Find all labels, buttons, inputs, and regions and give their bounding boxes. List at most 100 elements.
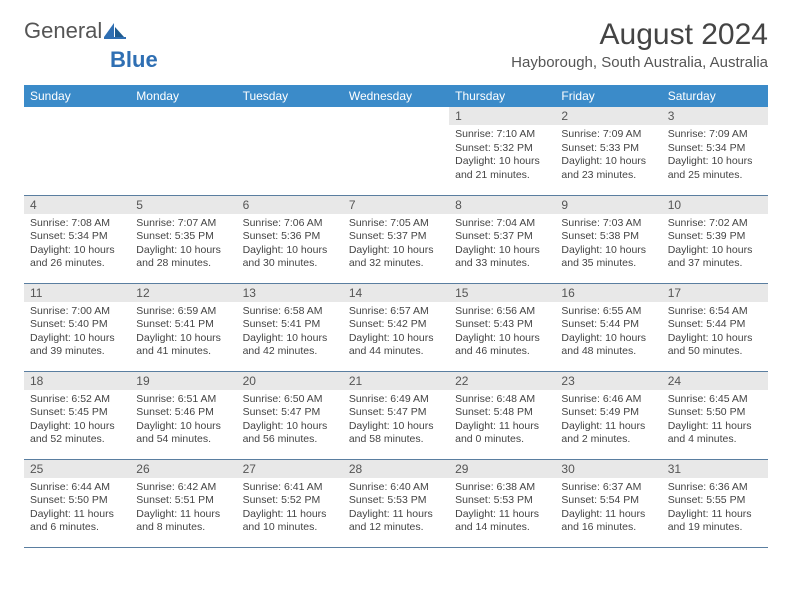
calendar-cell: 30Sunrise: 6:37 AMSunset: 5:54 PMDayligh… [555, 459, 661, 547]
day-number: 15 [449, 284, 555, 302]
day-number: 7 [343, 196, 449, 214]
day-data: Sunrise: 6:44 AMSunset: 5:50 PMDaylight:… [24, 478, 130, 539]
month-title: August 2024 [511, 18, 768, 52]
weekday-header: Saturday [662, 85, 768, 107]
day-data: Sunrise: 6:50 AMSunset: 5:47 PMDaylight:… [237, 390, 343, 451]
calendar-cell: 20Sunrise: 6:50 AMSunset: 5:47 PMDayligh… [237, 371, 343, 459]
day-number: 29 [449, 460, 555, 478]
calendar-cell: 7Sunrise: 7:05 AMSunset: 5:37 PMDaylight… [343, 195, 449, 283]
weekday-header: Monday [130, 85, 236, 107]
day-data: Sunrise: 6:38 AMSunset: 5:53 PMDaylight:… [449, 478, 555, 539]
brand-part1: General [24, 18, 102, 44]
day-number: 9 [555, 196, 661, 214]
day-number: 24 [662, 372, 768, 390]
calendar-cell: 24Sunrise: 6:45 AMSunset: 5:50 PMDayligh… [662, 371, 768, 459]
calendar-cell: 13Sunrise: 6:58 AMSunset: 5:41 PMDayligh… [237, 283, 343, 371]
location-subtitle: Hayborough, South Australia, Australia [511, 54, 768, 71]
day-data: Sunrise: 7:04 AMSunset: 5:37 PMDaylight:… [449, 214, 555, 275]
brand-sail-icon [104, 23, 126, 39]
calendar-cell: 25Sunrise: 6:44 AMSunset: 5:50 PMDayligh… [24, 459, 130, 547]
day-data: Sunrise: 6:37 AMSunset: 5:54 PMDaylight:… [555, 478, 661, 539]
calendar-cell: 5Sunrise: 7:07 AMSunset: 5:35 PMDaylight… [130, 195, 236, 283]
calendar-cell: 22Sunrise: 6:48 AMSunset: 5:48 PMDayligh… [449, 371, 555, 459]
weekday-header: Sunday [24, 85, 130, 107]
calendar-cell: 18Sunrise: 6:52 AMSunset: 5:45 PMDayligh… [24, 371, 130, 459]
day-number: 25 [24, 460, 130, 478]
calendar-cell: 23Sunrise: 6:46 AMSunset: 5:49 PMDayligh… [555, 371, 661, 459]
day-data: Sunrise: 6:41 AMSunset: 5:52 PMDaylight:… [237, 478, 343, 539]
day-number: 26 [130, 460, 236, 478]
day-data: Sunrise: 7:09 AMSunset: 5:33 PMDaylight:… [555, 125, 661, 186]
day-data: Sunrise: 7:10 AMSunset: 5:32 PMDaylight:… [449, 125, 555, 186]
calendar-cell: 15Sunrise: 6:56 AMSunset: 5:43 PMDayligh… [449, 283, 555, 371]
day-data: Sunrise: 7:06 AMSunset: 5:36 PMDaylight:… [237, 214, 343, 275]
day-data: Sunrise: 6:52 AMSunset: 5:45 PMDaylight:… [24, 390, 130, 451]
calendar-cell: 12Sunrise: 6:59 AMSunset: 5:41 PMDayligh… [130, 283, 236, 371]
day-number: 27 [237, 460, 343, 478]
day-number: 4 [24, 196, 130, 214]
day-number: 18 [24, 372, 130, 390]
day-data: Sunrise: 7:09 AMSunset: 5:34 PMDaylight:… [662, 125, 768, 186]
brand-part2: Blue [110, 47, 158, 72]
calendar-cell: 10Sunrise: 7:02 AMSunset: 5:39 PMDayligh… [662, 195, 768, 283]
day-number: 19 [130, 372, 236, 390]
day-data: Sunrise: 7:02 AMSunset: 5:39 PMDaylight:… [662, 214, 768, 275]
weekday-header: Tuesday [237, 85, 343, 107]
calendar-row: 18Sunrise: 6:52 AMSunset: 5:45 PMDayligh… [24, 371, 768, 459]
calendar-row: 11Sunrise: 7:00 AMSunset: 5:40 PMDayligh… [24, 283, 768, 371]
calendar-cell: 26Sunrise: 6:42 AMSunset: 5:51 PMDayligh… [130, 459, 236, 547]
calendar-cell: 19Sunrise: 6:51 AMSunset: 5:46 PMDayligh… [130, 371, 236, 459]
day-number: 16 [555, 284, 661, 302]
day-number: 10 [662, 196, 768, 214]
calendar-cell: 27Sunrise: 6:41 AMSunset: 5:52 PMDayligh… [237, 459, 343, 547]
day-number: 28 [343, 460, 449, 478]
day-data: Sunrise: 6:51 AMSunset: 5:46 PMDaylight:… [130, 390, 236, 451]
calendar-cell: 16Sunrise: 6:55 AMSunset: 5:44 PMDayligh… [555, 283, 661, 371]
calendar-cell: 2Sunrise: 7:09 AMSunset: 5:33 PMDaylight… [555, 107, 661, 195]
calendar-cell: 1Sunrise: 7:10 AMSunset: 5:32 PMDaylight… [449, 107, 555, 195]
day-number: 1 [449, 107, 555, 125]
day-data: Sunrise: 6:40 AMSunset: 5:53 PMDaylight:… [343, 478, 449, 539]
day-data: Sunrise: 7:08 AMSunset: 5:34 PMDaylight:… [24, 214, 130, 275]
calendar-cell: 6Sunrise: 7:06 AMSunset: 5:36 PMDaylight… [237, 195, 343, 283]
day-number: 21 [343, 372, 449, 390]
calendar-cell: 29Sunrise: 6:38 AMSunset: 5:53 PMDayligh… [449, 459, 555, 547]
calendar-cell: 4Sunrise: 7:08 AMSunset: 5:34 PMDaylight… [24, 195, 130, 283]
calendar-cell [343, 107, 449, 195]
title-block: August 2024 Hayborough, South Australia,… [511, 18, 768, 71]
calendar-cell: 31Sunrise: 6:36 AMSunset: 5:55 PMDayligh… [662, 459, 768, 547]
day-number: 14 [343, 284, 449, 302]
calendar-cell: 28Sunrise: 6:40 AMSunset: 5:53 PMDayligh… [343, 459, 449, 547]
calendar-row: 4Sunrise: 7:08 AMSunset: 5:34 PMDaylight… [24, 195, 768, 283]
day-number: 2 [555, 107, 661, 125]
day-number: 12 [130, 284, 236, 302]
calendar-table: SundayMondayTuesdayWednesdayThursdayFrid… [24, 85, 768, 548]
calendar-row: 1Sunrise: 7:10 AMSunset: 5:32 PMDaylight… [24, 107, 768, 195]
calendar-cell [24, 107, 130, 195]
calendar-cell: 9Sunrise: 7:03 AMSunset: 5:38 PMDaylight… [555, 195, 661, 283]
day-data: Sunrise: 7:07 AMSunset: 5:35 PMDaylight:… [130, 214, 236, 275]
weekday-header-row: SundayMondayTuesdayWednesdayThursdayFrid… [24, 85, 768, 107]
day-data: Sunrise: 6:55 AMSunset: 5:44 PMDaylight:… [555, 302, 661, 363]
day-data: Sunrise: 7:05 AMSunset: 5:37 PMDaylight:… [343, 214, 449, 275]
calendar-cell: 21Sunrise: 6:49 AMSunset: 5:47 PMDayligh… [343, 371, 449, 459]
calendar-body: 1Sunrise: 7:10 AMSunset: 5:32 PMDaylight… [24, 107, 768, 547]
day-number: 17 [662, 284, 768, 302]
day-data: Sunrise: 6:49 AMSunset: 5:47 PMDaylight:… [343, 390, 449, 451]
day-number: 30 [555, 460, 661, 478]
day-data: Sunrise: 6:42 AMSunset: 5:51 PMDaylight:… [130, 478, 236, 539]
day-number: 31 [662, 460, 768, 478]
calendar-cell [130, 107, 236, 195]
weekday-header: Friday [555, 85, 661, 107]
day-number: 6 [237, 196, 343, 214]
day-data: Sunrise: 7:00 AMSunset: 5:40 PMDaylight:… [24, 302, 130, 363]
day-data: Sunrise: 6:59 AMSunset: 5:41 PMDaylight:… [130, 302, 236, 363]
day-data: Sunrise: 6:45 AMSunset: 5:50 PMDaylight:… [662, 390, 768, 451]
day-number: 20 [237, 372, 343, 390]
calendar-cell: 8Sunrise: 7:04 AMSunset: 5:37 PMDaylight… [449, 195, 555, 283]
day-data: Sunrise: 6:48 AMSunset: 5:48 PMDaylight:… [449, 390, 555, 451]
calendar-cell: 14Sunrise: 6:57 AMSunset: 5:42 PMDayligh… [343, 283, 449, 371]
day-data: Sunrise: 7:03 AMSunset: 5:38 PMDaylight:… [555, 214, 661, 275]
day-number: 8 [449, 196, 555, 214]
day-data: Sunrise: 6:58 AMSunset: 5:41 PMDaylight:… [237, 302, 343, 363]
